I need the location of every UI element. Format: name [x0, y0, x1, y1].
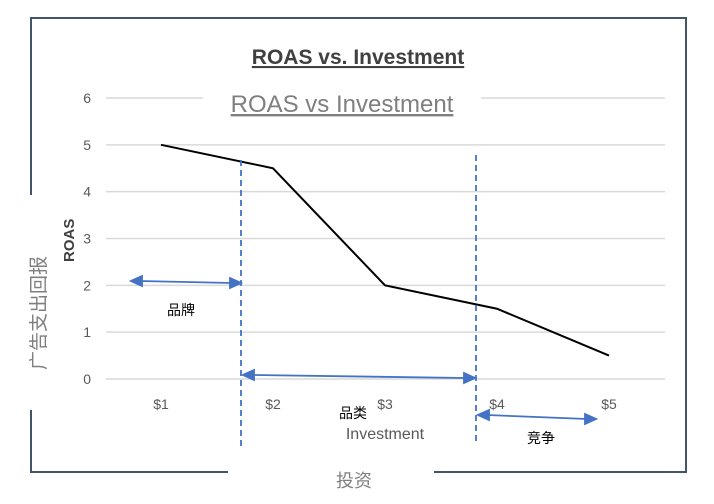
region-arrow-competition [475, 408, 599, 426]
x-axis-label-en: Investment [346, 426, 425, 443]
y-axis-label-cn: 广告支出回报 [28, 256, 50, 370]
y-tick-label: 2 [83, 277, 91, 293]
y-tick-label: 1 [83, 324, 91, 340]
x-tick-label: $1 [153, 396, 169, 412]
data-points [160, 144, 610, 356]
frame-gap-bottom [228, 466, 434, 480]
y-tick-labels: 0 1 2 3 4 5 6 [83, 90, 91, 387]
x-axis-label-cn: 投资 [336, 471, 372, 491]
y-tick-label: 0 [83, 371, 91, 387]
frame-gap-left [24, 195, 38, 410]
region-arrow-category [240, 368, 478, 385]
x-tick-label: $2 [265, 396, 281, 412]
y-tick-label: 4 [83, 184, 91, 200]
y-axis-label-en: ROAS [61, 219, 78, 262]
region-label-brand: 品牌 [167, 302, 195, 318]
y-axis-label-en-mask [58, 200, 82, 215]
y-tick-label: 6 [83, 90, 91, 106]
region-arrow-brand [128, 274, 244, 290]
chart-title: ROAS vs. Investment [252, 46, 464, 69]
y-tick-label: 5 [83, 137, 91, 153]
y-tick-label: 3 [83, 231, 91, 247]
x-tick-label: $4 [489, 396, 505, 412]
x-tick-labels: $1 $2 $3 $4 $5 [153, 396, 617, 412]
inner-title-background [203, 86, 481, 120]
inner-chart-title: ROAS vs Investment [231, 91, 454, 118]
region-label-competition: 竞争 [527, 430, 555, 446]
x-tick-label: $5 [601, 396, 617, 412]
region-label-category: 品类 [339, 405, 367, 421]
x-tick-label: $3 [377, 396, 393, 412]
